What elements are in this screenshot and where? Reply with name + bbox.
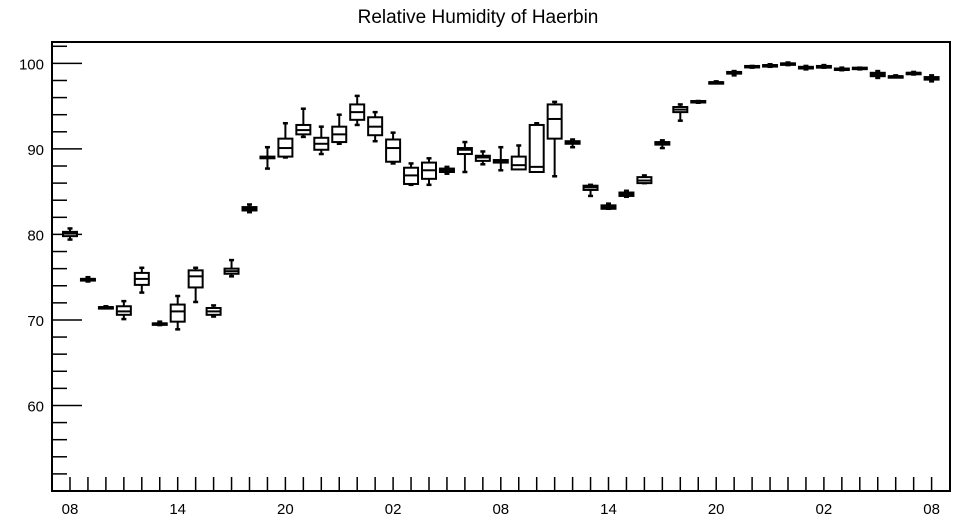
x-tick-label: 02 xyxy=(385,501,402,518)
box-hour-23 xyxy=(474,150,491,166)
box-hour-25 xyxy=(510,144,527,171)
box-hour-1 xyxy=(79,275,96,283)
x-tick-label: 08 xyxy=(62,501,79,518)
x-axis-tick-labels: 08 14 20 02 08 14 20 02 08 xyxy=(62,501,940,518)
box-hour-47 xyxy=(905,70,922,76)
box-hour-31 xyxy=(618,189,635,199)
box-hour-33 xyxy=(654,139,671,150)
box-hour-46 xyxy=(887,74,904,79)
box-hour-17 xyxy=(367,110,384,143)
box-hour-28 xyxy=(564,138,581,149)
box-hour-26 xyxy=(528,121,545,173)
box-hour-37 xyxy=(726,69,743,77)
iqr-box xyxy=(187,269,204,289)
box-hour-12 xyxy=(277,121,294,159)
box-hour-5 xyxy=(151,320,168,327)
box-hour-7 xyxy=(187,266,204,304)
y-axis-ticks xyxy=(52,45,82,475)
box-hour-24 xyxy=(492,145,509,172)
box-hour-6 xyxy=(169,294,186,331)
box-hour-10 xyxy=(241,203,258,214)
box-hour-38 xyxy=(744,64,761,69)
y-tick-label: 60 xyxy=(27,398,44,415)
box-hour-44 xyxy=(851,66,868,71)
iqr-box xyxy=(528,123,545,173)
iqr-box xyxy=(456,147,473,156)
x-tick-label: 14 xyxy=(169,501,186,518)
box-hour-43 xyxy=(833,66,850,72)
box-hour-0 xyxy=(62,227,78,241)
chart-title: Relative Humidity of Haerbin xyxy=(358,7,599,28)
box-hour-3 xyxy=(115,299,132,321)
box-hour-41 xyxy=(797,64,814,71)
box-hour-14 xyxy=(313,125,330,156)
y-tick-label: 70 xyxy=(27,313,44,330)
plot-frame xyxy=(51,41,951,492)
iqr-box xyxy=(385,138,402,163)
x-tick-label: 08 xyxy=(492,501,509,518)
box-hour-45 xyxy=(869,69,886,80)
x-axis-ticks xyxy=(69,477,933,491)
box-hour-39 xyxy=(762,62,779,69)
box-hour-4 xyxy=(133,266,150,294)
box-hour-19 xyxy=(403,162,420,187)
y-tick-label: 80 xyxy=(27,227,44,244)
boxplot-boxes xyxy=(62,61,940,331)
y-tick-label: 100 xyxy=(19,56,44,73)
box-hour-42 xyxy=(815,63,832,69)
box-hour-9 xyxy=(223,258,240,278)
x-tick-label: 02 xyxy=(816,501,833,518)
box-hour-11 xyxy=(259,145,276,170)
box-hour-36 xyxy=(708,80,725,85)
box-hour-34 xyxy=(672,103,689,122)
x-tick-label: 20 xyxy=(708,501,725,518)
box-hour-32 xyxy=(636,174,653,185)
box-hour-27 xyxy=(546,100,563,178)
box-hour-22 xyxy=(456,140,473,174)
x-tick-label: 14 xyxy=(600,501,617,518)
box-hour-15 xyxy=(331,113,348,146)
box-hour-16 xyxy=(349,94,366,127)
box-hour-20 xyxy=(421,157,437,187)
iqr-box xyxy=(546,103,563,140)
iqr-box xyxy=(169,303,186,323)
box-hour-29 xyxy=(582,183,599,198)
box-hour-18 xyxy=(385,131,402,165)
box-hour-2 xyxy=(97,305,114,310)
y-tick-label: 90 xyxy=(27,142,44,159)
box-hour-30 xyxy=(600,202,617,211)
x-tick-label: 08 xyxy=(923,501,940,518)
box-hour-13 xyxy=(295,107,312,139)
box-hour-35 xyxy=(690,99,707,104)
box-hour-48 xyxy=(923,74,940,83)
box-hour-40 xyxy=(780,61,796,67)
box-hour-21 xyxy=(438,165,455,175)
y-axis-tick-labels: 60 70 80 90 100 xyxy=(19,56,44,415)
iqr-box xyxy=(510,155,527,171)
box-hour-8 xyxy=(205,304,222,318)
x-tick-label: 20 xyxy=(277,501,294,518)
